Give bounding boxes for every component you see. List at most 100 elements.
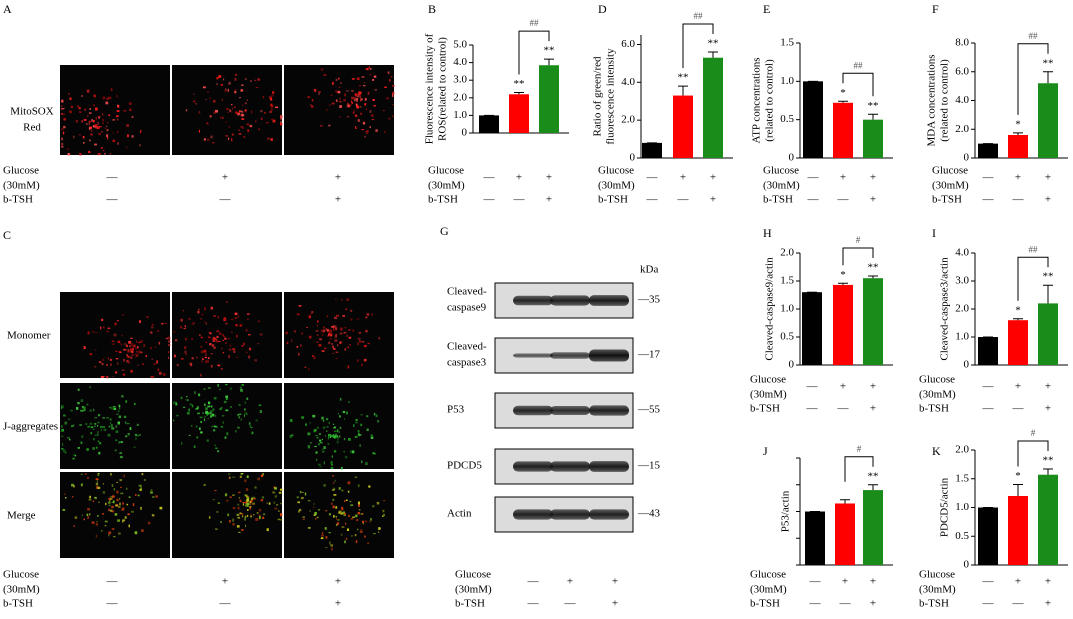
- speckle: [262, 516, 265, 519]
- speckle: [316, 341, 319, 344]
- speckle: [224, 337, 227, 340]
- bar: [833, 284, 853, 365]
- speckle: [232, 518, 235, 522]
- speckle: [343, 450, 345, 453]
- speckle: [241, 515, 244, 518]
- speckle: [332, 352, 335, 354]
- speckle: [93, 428, 95, 431]
- band: [513, 295, 553, 306]
- speckle: [115, 439, 118, 442]
- speckle: [200, 373, 202, 377]
- speckle: [364, 535, 366, 538]
- speckle: [86, 448, 89, 451]
- condition-label: b-TSH: [428, 194, 458, 206]
- speckle: [81, 514, 83, 516]
- speckle: [362, 121, 366, 125]
- speckle: [100, 326, 102, 330]
- speckle: [77, 402, 80, 405]
- speckle: [234, 73, 238, 76]
- speckle: [109, 509, 113, 512]
- y-axis-label: fluorescence intensity: [605, 48, 617, 145]
- speckle: [158, 371, 162, 375]
- speckle: [340, 82, 342, 84]
- speckle: [122, 373, 126, 376]
- speckle: [341, 506, 344, 510]
- speckle: [343, 331, 347, 334]
- speckle: [318, 433, 321, 435]
- speckle: [346, 346, 349, 349]
- speckle: [274, 507, 278, 510]
- speckle: [90, 129, 93, 132]
- speckle: [347, 490, 350, 493]
- speckle: [326, 328, 329, 332]
- speckle: [360, 106, 362, 108]
- speckle: [334, 479, 336, 483]
- speckle: [255, 518, 259, 521]
- speckle: [88, 122, 90, 126]
- speckle: [329, 104, 331, 106]
- y-tick-label: 2.0: [780, 247, 794, 259]
- speckle: [173, 401, 175, 405]
- speckle: [164, 322, 167, 324]
- speckle: [258, 404, 262, 407]
- speckle: [355, 419, 358, 421]
- speckle: [266, 502, 268, 504]
- speckle: [140, 506, 142, 510]
- speckle: [352, 329, 354, 332]
- speckle: [246, 509, 249, 511]
- speckle: [370, 434, 374, 437]
- speckle: [243, 136, 246, 138]
- speckle: [323, 461, 325, 465]
- condition-label: (30mM): [598, 180, 635, 192]
- y-tick-label: 4.0: [955, 247, 969, 259]
- speckle: [343, 500, 346, 503]
- speckle: [63, 125, 66, 129]
- speckle: [333, 347, 336, 351]
- speckle: [225, 384, 227, 386]
- speckle: [275, 106, 279, 109]
- speckle: [320, 125, 323, 127]
- speckle: [280, 115, 283, 118]
- speckle: [318, 442, 320, 446]
- speckle: [67, 153, 70, 156]
- speckle: [259, 410, 262, 413]
- speckle: [372, 505, 375, 508]
- speckle: [191, 404, 194, 408]
- speckle: [359, 340, 361, 343]
- speckle: [137, 364, 139, 366]
- speckle: [133, 403, 136, 406]
- speckle: [335, 78, 338, 82]
- speckle: [71, 425, 74, 428]
- speckle: [135, 347, 138, 350]
- speckle: [270, 118, 274, 120]
- speckle: [161, 322, 164, 325]
- speckle: [280, 502, 283, 505]
- speckle: [105, 134, 109, 138]
- speckle: [369, 73, 372, 76]
- speckle: [322, 451, 325, 453]
- condition-sign: —: [982, 172, 995, 184]
- speckle: [74, 454, 77, 457]
- condition-sign: +: [842, 576, 848, 588]
- speckle: [88, 112, 92, 114]
- speckle: [319, 338, 322, 341]
- speckle: [299, 490, 302, 494]
- speckle: [90, 133, 93, 136]
- speckle: [191, 357, 194, 360]
- speckle: [308, 368, 310, 371]
- speckle: [61, 128, 64, 131]
- speckle: [345, 308, 348, 311]
- speckle: [342, 315, 345, 317]
- condition-sign: +: [840, 381, 846, 393]
- speckle: [326, 108, 328, 111]
- speckle: [351, 78, 355, 80]
- speckle: [116, 115, 119, 118]
- speckle: [239, 110, 242, 113]
- speckle: [377, 420, 379, 423]
- speckle: [370, 114, 374, 117]
- speckle: [62, 107, 66, 109]
- speckle: [221, 347, 223, 350]
- speckle: [357, 528, 359, 531]
- speckle: [209, 412, 212, 415]
- speckle: [332, 434, 335, 436]
